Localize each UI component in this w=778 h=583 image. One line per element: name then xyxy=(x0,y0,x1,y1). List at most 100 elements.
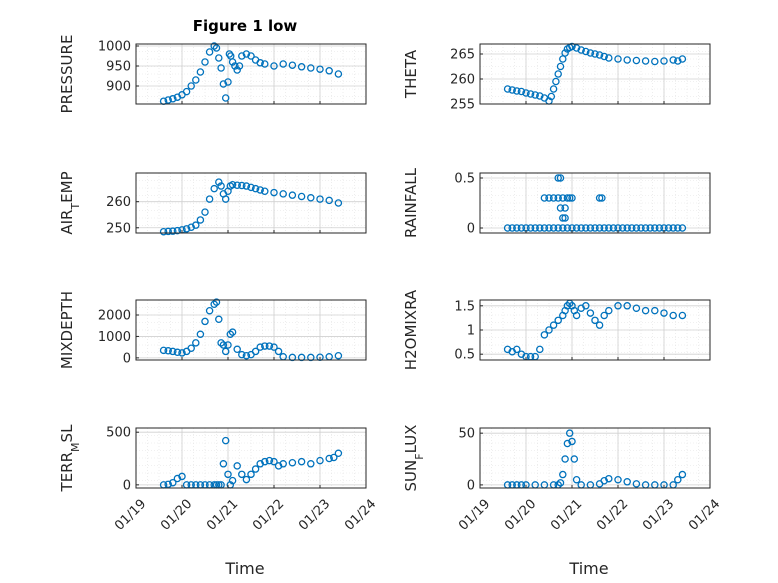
data-point xyxy=(513,87,521,95)
data-point xyxy=(215,178,223,186)
data-point xyxy=(297,457,306,466)
axes-frame xyxy=(135,172,367,234)
data-point xyxy=(233,345,241,354)
data-point xyxy=(552,77,560,86)
data-point xyxy=(549,85,558,93)
data-point xyxy=(270,457,278,466)
data-point xyxy=(678,470,687,479)
data-point xyxy=(582,224,590,232)
data-point xyxy=(325,454,333,463)
data-point xyxy=(618,224,627,232)
data-point xyxy=(554,316,562,325)
data-point xyxy=(641,57,650,65)
data-point xyxy=(201,317,209,326)
y-tick-label: 1.5 xyxy=(454,299,475,314)
data-point xyxy=(187,344,195,352)
data-point xyxy=(549,194,558,202)
data-point xyxy=(664,224,673,232)
data-point xyxy=(655,224,664,232)
data-point xyxy=(563,224,572,232)
data-point xyxy=(678,55,687,63)
y-tick-label: 1000 xyxy=(98,330,131,345)
data-point xyxy=(205,306,214,315)
data-point xyxy=(614,55,622,63)
data-point xyxy=(178,349,186,357)
data-point xyxy=(270,188,278,197)
data-point xyxy=(279,460,287,468)
data-point xyxy=(572,224,581,232)
data-point xyxy=(591,50,599,58)
data-point xyxy=(660,57,668,65)
data-point xyxy=(559,470,567,479)
data-point xyxy=(219,80,228,88)
data-point xyxy=(334,70,343,78)
data-point xyxy=(651,57,659,66)
x-tick-label: 01/22 xyxy=(594,497,631,534)
data-point xyxy=(508,224,516,232)
data-point xyxy=(556,62,565,71)
data-point xyxy=(540,331,549,339)
data-point xyxy=(632,56,641,65)
data-point xyxy=(238,470,246,479)
data-point xyxy=(660,309,668,317)
data-point xyxy=(307,194,315,202)
data-point xyxy=(614,302,622,310)
data-point xyxy=(674,224,682,232)
y-tick-label: 2000 xyxy=(98,309,131,324)
data-point xyxy=(334,199,343,207)
data-point xyxy=(182,225,191,233)
y-tick-label: 260 xyxy=(450,73,475,88)
data-point xyxy=(233,181,241,190)
data-point xyxy=(226,330,235,339)
x-tick-label: 01/21 xyxy=(548,497,585,534)
data-point xyxy=(623,302,631,310)
data-point xyxy=(169,478,177,487)
data-point xyxy=(261,60,269,68)
data-point xyxy=(159,346,168,355)
data-point xyxy=(247,52,255,60)
data-point xyxy=(536,345,544,354)
data-point xyxy=(201,58,209,66)
data-point xyxy=(187,82,195,90)
data-point xyxy=(221,347,230,356)
data-point xyxy=(561,214,569,222)
data-point xyxy=(238,181,246,190)
data-point xyxy=(270,343,278,351)
data-point xyxy=(316,195,324,203)
data-point xyxy=(274,347,283,356)
data-point xyxy=(238,350,246,359)
y-tick-label: 0.5 xyxy=(454,172,475,187)
data-point xyxy=(632,224,641,232)
data-point xyxy=(565,194,574,202)
data-point xyxy=(628,224,636,232)
x-tick-label: 01/19 xyxy=(456,497,493,534)
x-tick-label: 01/22 xyxy=(250,497,287,534)
data-point xyxy=(173,226,182,235)
y-axis-label: PRESSURE xyxy=(58,35,76,114)
data-point xyxy=(556,174,565,182)
data-point xyxy=(251,347,260,356)
data-point xyxy=(559,214,567,222)
x-tick-label: 01/19 xyxy=(112,497,149,534)
x-tick-label: 01/20 xyxy=(158,497,195,534)
y-axis-label: SUNFLUX xyxy=(402,425,426,492)
data-point xyxy=(549,224,558,232)
data-point xyxy=(325,67,333,75)
data-point xyxy=(316,65,324,73)
data-point xyxy=(169,347,177,356)
data-point xyxy=(288,458,297,467)
data-point xyxy=(651,224,659,232)
data-point xyxy=(600,477,608,485)
data-point xyxy=(221,436,230,445)
data-point xyxy=(503,224,512,232)
data-point xyxy=(674,57,682,65)
y-tick-label: 500 xyxy=(106,426,131,441)
data-point xyxy=(554,224,562,232)
data-point xyxy=(205,195,214,203)
data-point xyxy=(265,456,274,465)
y-tick-label: 0 xyxy=(467,478,475,493)
axes-frame xyxy=(479,43,711,105)
data-point xyxy=(572,311,581,320)
